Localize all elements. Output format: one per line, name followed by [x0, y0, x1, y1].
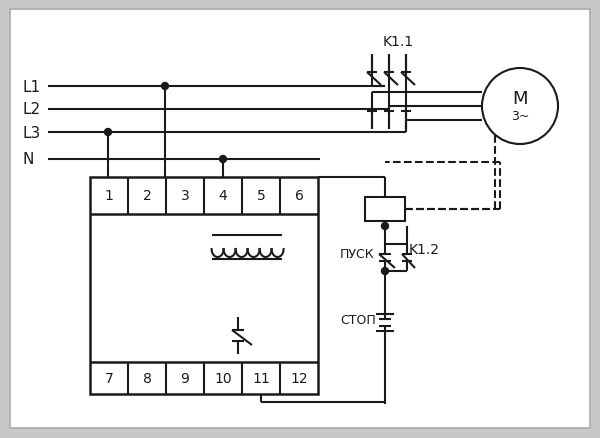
Text: N: N [22, 152, 34, 167]
Text: L1: L1 [22, 79, 40, 94]
Circle shape [220, 156, 227, 163]
Text: 3: 3 [181, 189, 190, 203]
Text: 1: 1 [104, 189, 113, 203]
Text: L3: L3 [22, 125, 40, 140]
Text: 10: 10 [214, 371, 232, 385]
Text: 11: 11 [252, 371, 270, 385]
Text: L2: L2 [22, 102, 40, 117]
Text: K1.2: K1.2 [409, 243, 440, 256]
Circle shape [382, 268, 389, 275]
Circle shape [382, 223, 389, 230]
FancyBboxPatch shape [10, 10, 590, 428]
Circle shape [104, 129, 112, 136]
Text: 3~: 3~ [511, 110, 529, 123]
Text: 8: 8 [143, 371, 151, 385]
Circle shape [161, 83, 169, 90]
Text: 6: 6 [295, 189, 304, 203]
Bar [365, 198, 405, 222]
Text: 9: 9 [181, 371, 190, 385]
Text: 2: 2 [143, 189, 151, 203]
Text: 12: 12 [290, 371, 308, 385]
Text: M: M [512, 90, 528, 108]
Bar [90, 177, 318, 394]
Text: 4: 4 [218, 189, 227, 203]
Text: ПУСК: ПУСК [340, 248, 374, 261]
Text: 7: 7 [104, 371, 113, 385]
Circle shape [482, 69, 558, 145]
Text: 5: 5 [257, 189, 265, 203]
Text: K1.1: K1.1 [383, 35, 414, 49]
Text: СТОП: СТОП [340, 313, 376, 326]
Text: K: K [380, 202, 390, 217]
